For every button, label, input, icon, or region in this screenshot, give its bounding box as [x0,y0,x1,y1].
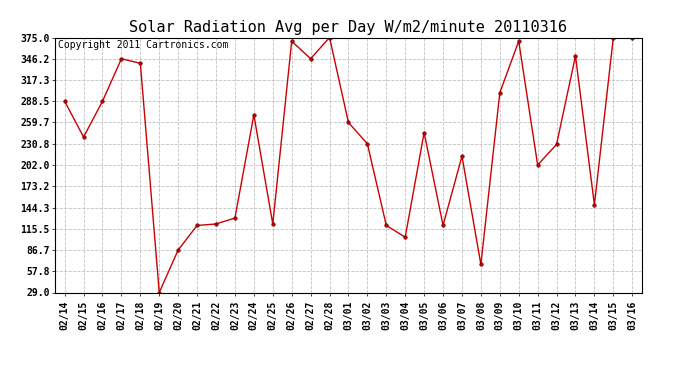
Text: Copyright 2011 Cartronics.com: Copyright 2011 Cartronics.com [58,40,228,50]
Title: Solar Radiation Avg per Day W/m2/minute 20110316: Solar Radiation Avg per Day W/m2/minute … [130,20,567,35]
